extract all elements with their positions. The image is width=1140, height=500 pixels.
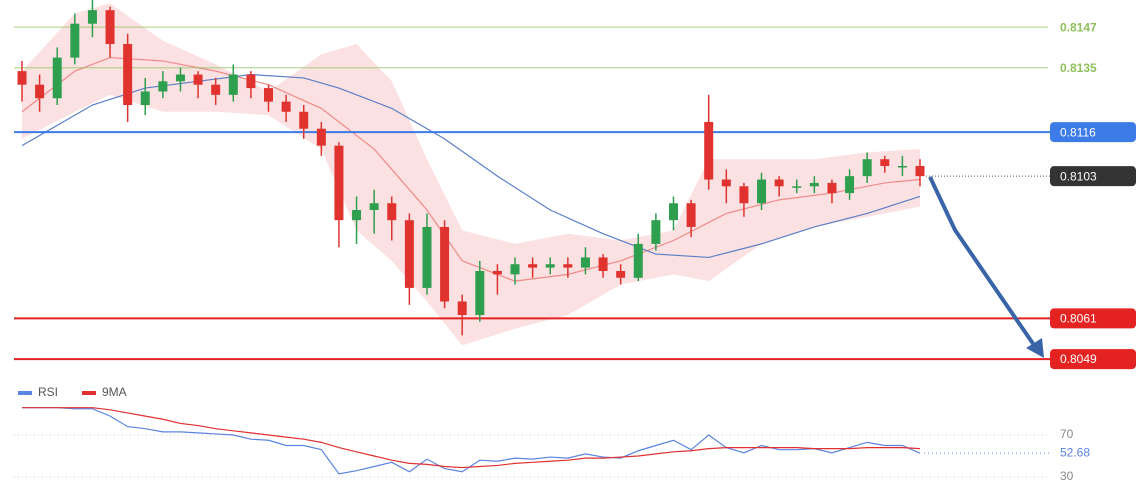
candle-body — [633, 243, 643, 278]
candle-body — [897, 165, 907, 168]
projection-arrow — [928, 176, 1038, 350]
candle-body — [809, 182, 819, 187]
candle-body — [369, 203, 379, 211]
series-line — [22, 407, 921, 469]
arrow-head — [1026, 338, 1044, 358]
candle-body — [316, 128, 326, 146]
moving-average — [21, 56, 921, 282]
candle-body — [299, 111, 309, 129]
candle-body — [264, 88, 274, 102]
last-price-label: 0.8103 — [1060, 169, 1097, 183]
bollinger-band — [22, 3, 920, 346]
candle-body — [598, 257, 608, 271]
candle-body — [35, 84, 45, 99]
candle-body — [475, 270, 485, 316]
candle-body — [17, 71, 27, 85]
legend-label: RSI — [38, 385, 58, 399]
candle-body — [440, 226, 450, 302]
candle-body — [510, 264, 520, 275]
candle-body — [70, 23, 80, 58]
level-label-box — [1050, 308, 1136, 329]
candle-body — [334, 145, 344, 221]
candle-body — [739, 186, 749, 204]
candle-body — [105, 10, 115, 45]
candle-body — [915, 165, 925, 177]
candle-body — [651, 220, 661, 244]
candle-body — [422, 226, 432, 288]
candle-body — [580, 257, 590, 268]
plot: 0.8147 0.8135 0.8116 0.8061 0.8049 0.8103 70 30… — [14, 0, 1136, 483]
level-label-box — [1050, 349, 1136, 370]
candle-body — [87, 10, 97, 24]
legend-label: 9MA — [102, 385, 127, 399]
candle-body — [352, 210, 362, 221]
level-label: 0.8116 — [1060, 125, 1096, 139]
candle-body — [774, 179, 784, 187]
candle-body — [228, 74, 238, 95]
candle-body — [387, 203, 397, 221]
legend-swatch — [82, 391, 96, 395]
level-label: 0.8061 — [1060, 312, 1097, 326]
candle-body — [721, 179, 731, 187]
y-tick-label: 30 — [1060, 469, 1074, 483]
candle-body — [246, 74, 256, 89]
candle-body — [792, 186, 802, 188]
candle-body — [827, 182, 837, 194]
level-label: 0.8135 — [1060, 61, 1097, 75]
candle-body — [845, 176, 855, 194]
last-price-box — [1050, 166, 1136, 187]
last-value-label: 52.68 — [1060, 445, 1090, 459]
candle-body — [704, 121, 714, 180]
level-label-box — [1050, 122, 1136, 143]
candle-body — [880, 159, 890, 166]
candle-body — [175, 74, 185, 82]
candle-body — [545, 264, 555, 268]
candle-body — [193, 74, 203, 85]
candle-body — [457, 301, 467, 316]
candle-body — [140, 91, 150, 106]
candle-body — [862, 159, 872, 177]
level-label: 0.8147 — [1060, 20, 1097, 34]
candle-body — [211, 84, 221, 95]
candle-body — [668, 203, 678, 221]
candle-body — [492, 270, 502, 275]
candle-body — [281, 101, 291, 112]
level-label: 0.8049 — [1060, 352, 1097, 366]
y-tick-label: 70 — [1060, 427, 1074, 441]
candle-body — [616, 270, 626, 278]
candle-body — [757, 179, 767, 204]
candle-body — [123, 44, 133, 106]
candle-body — [563, 264, 573, 268]
legend-swatch — [18, 391, 32, 395]
candle-body — [404, 220, 414, 288]
candle-body — [52, 57, 62, 99]
candle-body — [158, 81, 168, 92]
candle-body — [528, 264, 538, 268]
candle-body — [686, 203, 696, 227]
